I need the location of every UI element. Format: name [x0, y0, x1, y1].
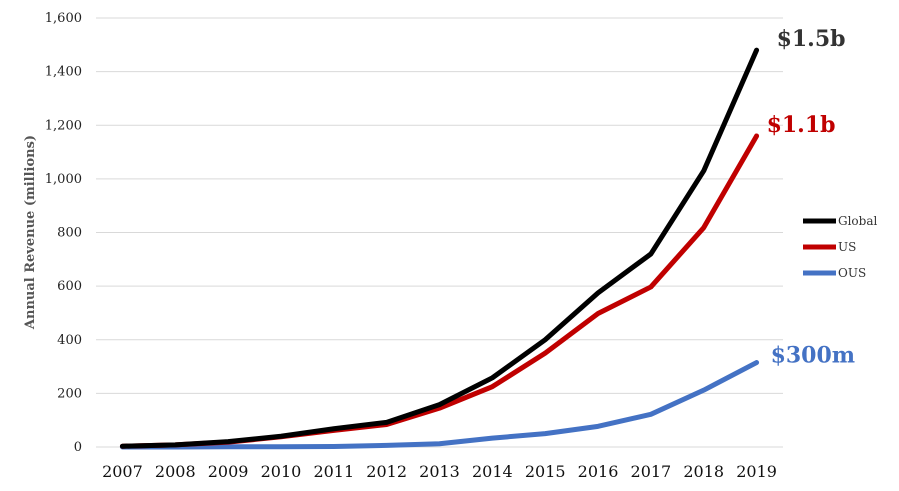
x-tick-label: 2007: [102, 462, 143, 481]
x-tick-label: 2016: [578, 462, 619, 481]
x-tick-label: 2017: [631, 462, 672, 481]
x-tick-label: 2015: [525, 462, 566, 481]
y-tick-label: 0: [74, 440, 82, 455]
legend-label-global: Global: [838, 214, 877, 228]
legend: Global US OUS: [803, 214, 877, 280]
x-tick-label: 2018: [683, 462, 724, 481]
series-line-global: [119, 47, 760, 449]
value-annotations: $1.5b $1.1b $300m: [767, 26, 856, 368]
x-tick-label: 2014: [472, 462, 513, 481]
x-axis-ticks: 2007 2008 2009 2010 2011 2012 2013 2014 2015 2016…: [102, 462, 777, 481]
y-axis-ticks: 0 200 400 600 800 1,000 1,200 1,400 1,600: [45, 11, 82, 455]
x-tick-label: 2009: [208, 462, 249, 481]
y-tick-label: 1,600: [45, 11, 82, 26]
y-tick-label: 1,000: [45, 172, 82, 187]
y-tick-label: 400: [57, 333, 82, 348]
y-tick-label: 1,400: [45, 65, 82, 80]
annotation-us: $1.1b: [767, 112, 836, 138]
x-tick-label: 2013: [419, 462, 460, 481]
series-line-ous: [119, 360, 760, 450]
annotation-global: $1.5b: [777, 26, 846, 52]
y-tick-label: 200: [57, 386, 82, 401]
annotation-ous: $300m: [771, 343, 856, 369]
legend-label-us: US: [838, 240, 856, 254]
x-tick-label: 2012: [366, 462, 407, 481]
series-line-us: [119, 133, 760, 449]
x-tick-label: 2019: [736, 462, 777, 481]
x-tick-label: 2011: [313, 462, 354, 481]
x-tick-label: 2008: [155, 462, 196, 481]
legend-label-ous: OUS: [838, 266, 866, 280]
y-tick-label: 800: [57, 226, 82, 241]
y-tick-label: 1,200: [45, 118, 82, 133]
series-lines: [119, 47, 760, 450]
y-tick-label: 600: [57, 279, 82, 294]
grid-lines: [96, 17, 783, 448]
y-axis-label: Annual Revenue (millions): [23, 135, 38, 330]
x-tick-label: 2010: [261, 462, 302, 481]
